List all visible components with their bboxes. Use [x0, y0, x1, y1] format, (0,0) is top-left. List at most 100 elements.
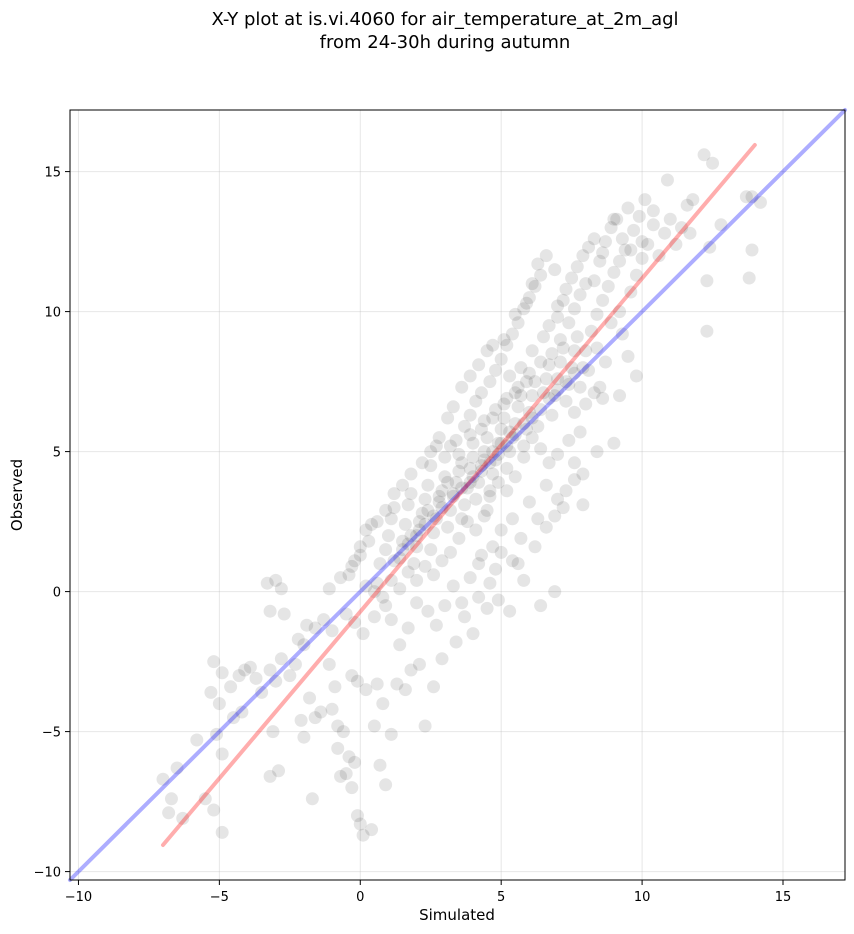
data-point	[525, 344, 539, 358]
data-point	[339, 607, 353, 621]
data-point	[235, 705, 249, 719]
data-point	[489, 453, 503, 467]
data-point	[325, 624, 339, 638]
data-point	[429, 618, 443, 632]
data-point	[517, 450, 531, 464]
data-point	[322, 582, 336, 596]
data-point	[567, 473, 581, 487]
data-point	[565, 361, 579, 375]
data-point	[367, 719, 381, 733]
data-point	[567, 405, 581, 419]
data-point	[505, 327, 519, 341]
data-point	[367, 610, 381, 624]
data-point	[379, 503, 393, 517]
data-point	[466, 470, 480, 484]
data-point	[486, 540, 500, 554]
data-point	[418, 559, 432, 573]
data-point	[683, 226, 697, 240]
data-point	[525, 277, 539, 291]
data-point	[700, 274, 714, 288]
data-point	[573, 380, 587, 394]
data-point	[514, 389, 528, 403]
data-point	[514, 361, 528, 375]
data-point	[342, 568, 356, 582]
data-point	[373, 758, 387, 772]
data-point	[477, 445, 491, 459]
data-point	[584, 324, 598, 338]
data-point	[491, 447, 505, 461]
data-point	[469, 394, 483, 408]
data-point	[613, 389, 627, 403]
data-point	[297, 730, 311, 744]
data-point	[486, 467, 500, 481]
data-point	[243, 660, 257, 674]
plot-area-background	[70, 110, 845, 880]
plot-frame	[69, 109, 846, 881]
data-point	[412, 515, 426, 529]
data-point	[618, 243, 632, 257]
data-point	[443, 545, 457, 559]
data-point	[483, 576, 497, 590]
data-point	[396, 543, 410, 557]
data-point	[615, 327, 629, 341]
data-point	[198, 792, 212, 806]
data-point	[452, 447, 466, 461]
data-point	[556, 501, 570, 515]
data-point	[367, 585, 381, 599]
data-point	[212, 697, 226, 711]
data-point	[370, 515, 384, 529]
data-point	[525, 389, 539, 403]
data-point	[387, 554, 401, 568]
data-point	[567, 302, 581, 316]
y-tick-label: 0	[53, 586, 61, 601]
data-point	[384, 512, 398, 526]
data-point	[500, 439, 514, 453]
data-point	[494, 545, 508, 559]
data-point	[582, 240, 596, 254]
data-point	[658, 226, 672, 240]
data-point	[593, 254, 607, 268]
data-point	[525, 411, 539, 425]
data-point	[486, 445, 500, 459]
data-point	[410, 596, 424, 610]
data-point	[472, 557, 486, 571]
data-point	[427, 680, 441, 694]
data-point	[635, 235, 649, 249]
data-point	[429, 439, 443, 453]
data-point	[449, 475, 463, 489]
x-tick-label: −10	[65, 890, 92, 905]
data-point	[387, 487, 401, 501]
data-point	[266, 725, 280, 739]
data-point	[483, 456, 497, 470]
data-point	[263, 663, 277, 677]
data-point	[590, 341, 604, 355]
data-point	[489, 562, 503, 576]
data-point	[472, 358, 486, 372]
data-point	[263, 604, 277, 618]
data-point	[424, 459, 438, 473]
data-point	[277, 607, 291, 621]
data-point	[463, 571, 477, 585]
data-point	[379, 543, 393, 557]
data-point	[486, 411, 500, 425]
data-point	[573, 425, 587, 439]
data-point	[474, 386, 488, 400]
data-point	[551, 299, 565, 313]
data-point	[700, 324, 714, 338]
data-point	[348, 554, 362, 568]
data-point	[500, 391, 514, 405]
reference-lines	[68, 108, 847, 882]
data-point	[579, 344, 593, 358]
data-point	[551, 383, 565, 397]
data-point	[404, 529, 418, 543]
data-point	[522, 495, 536, 509]
data-point	[596, 293, 610, 307]
data-point	[697, 148, 711, 162]
data-point	[579, 277, 593, 291]
data-point	[497, 397, 511, 411]
data-point	[522, 291, 536, 305]
data-point	[260, 576, 274, 590]
data-point	[421, 604, 435, 618]
x-tick-label: 5	[497, 890, 505, 905]
data-point	[438, 450, 452, 464]
